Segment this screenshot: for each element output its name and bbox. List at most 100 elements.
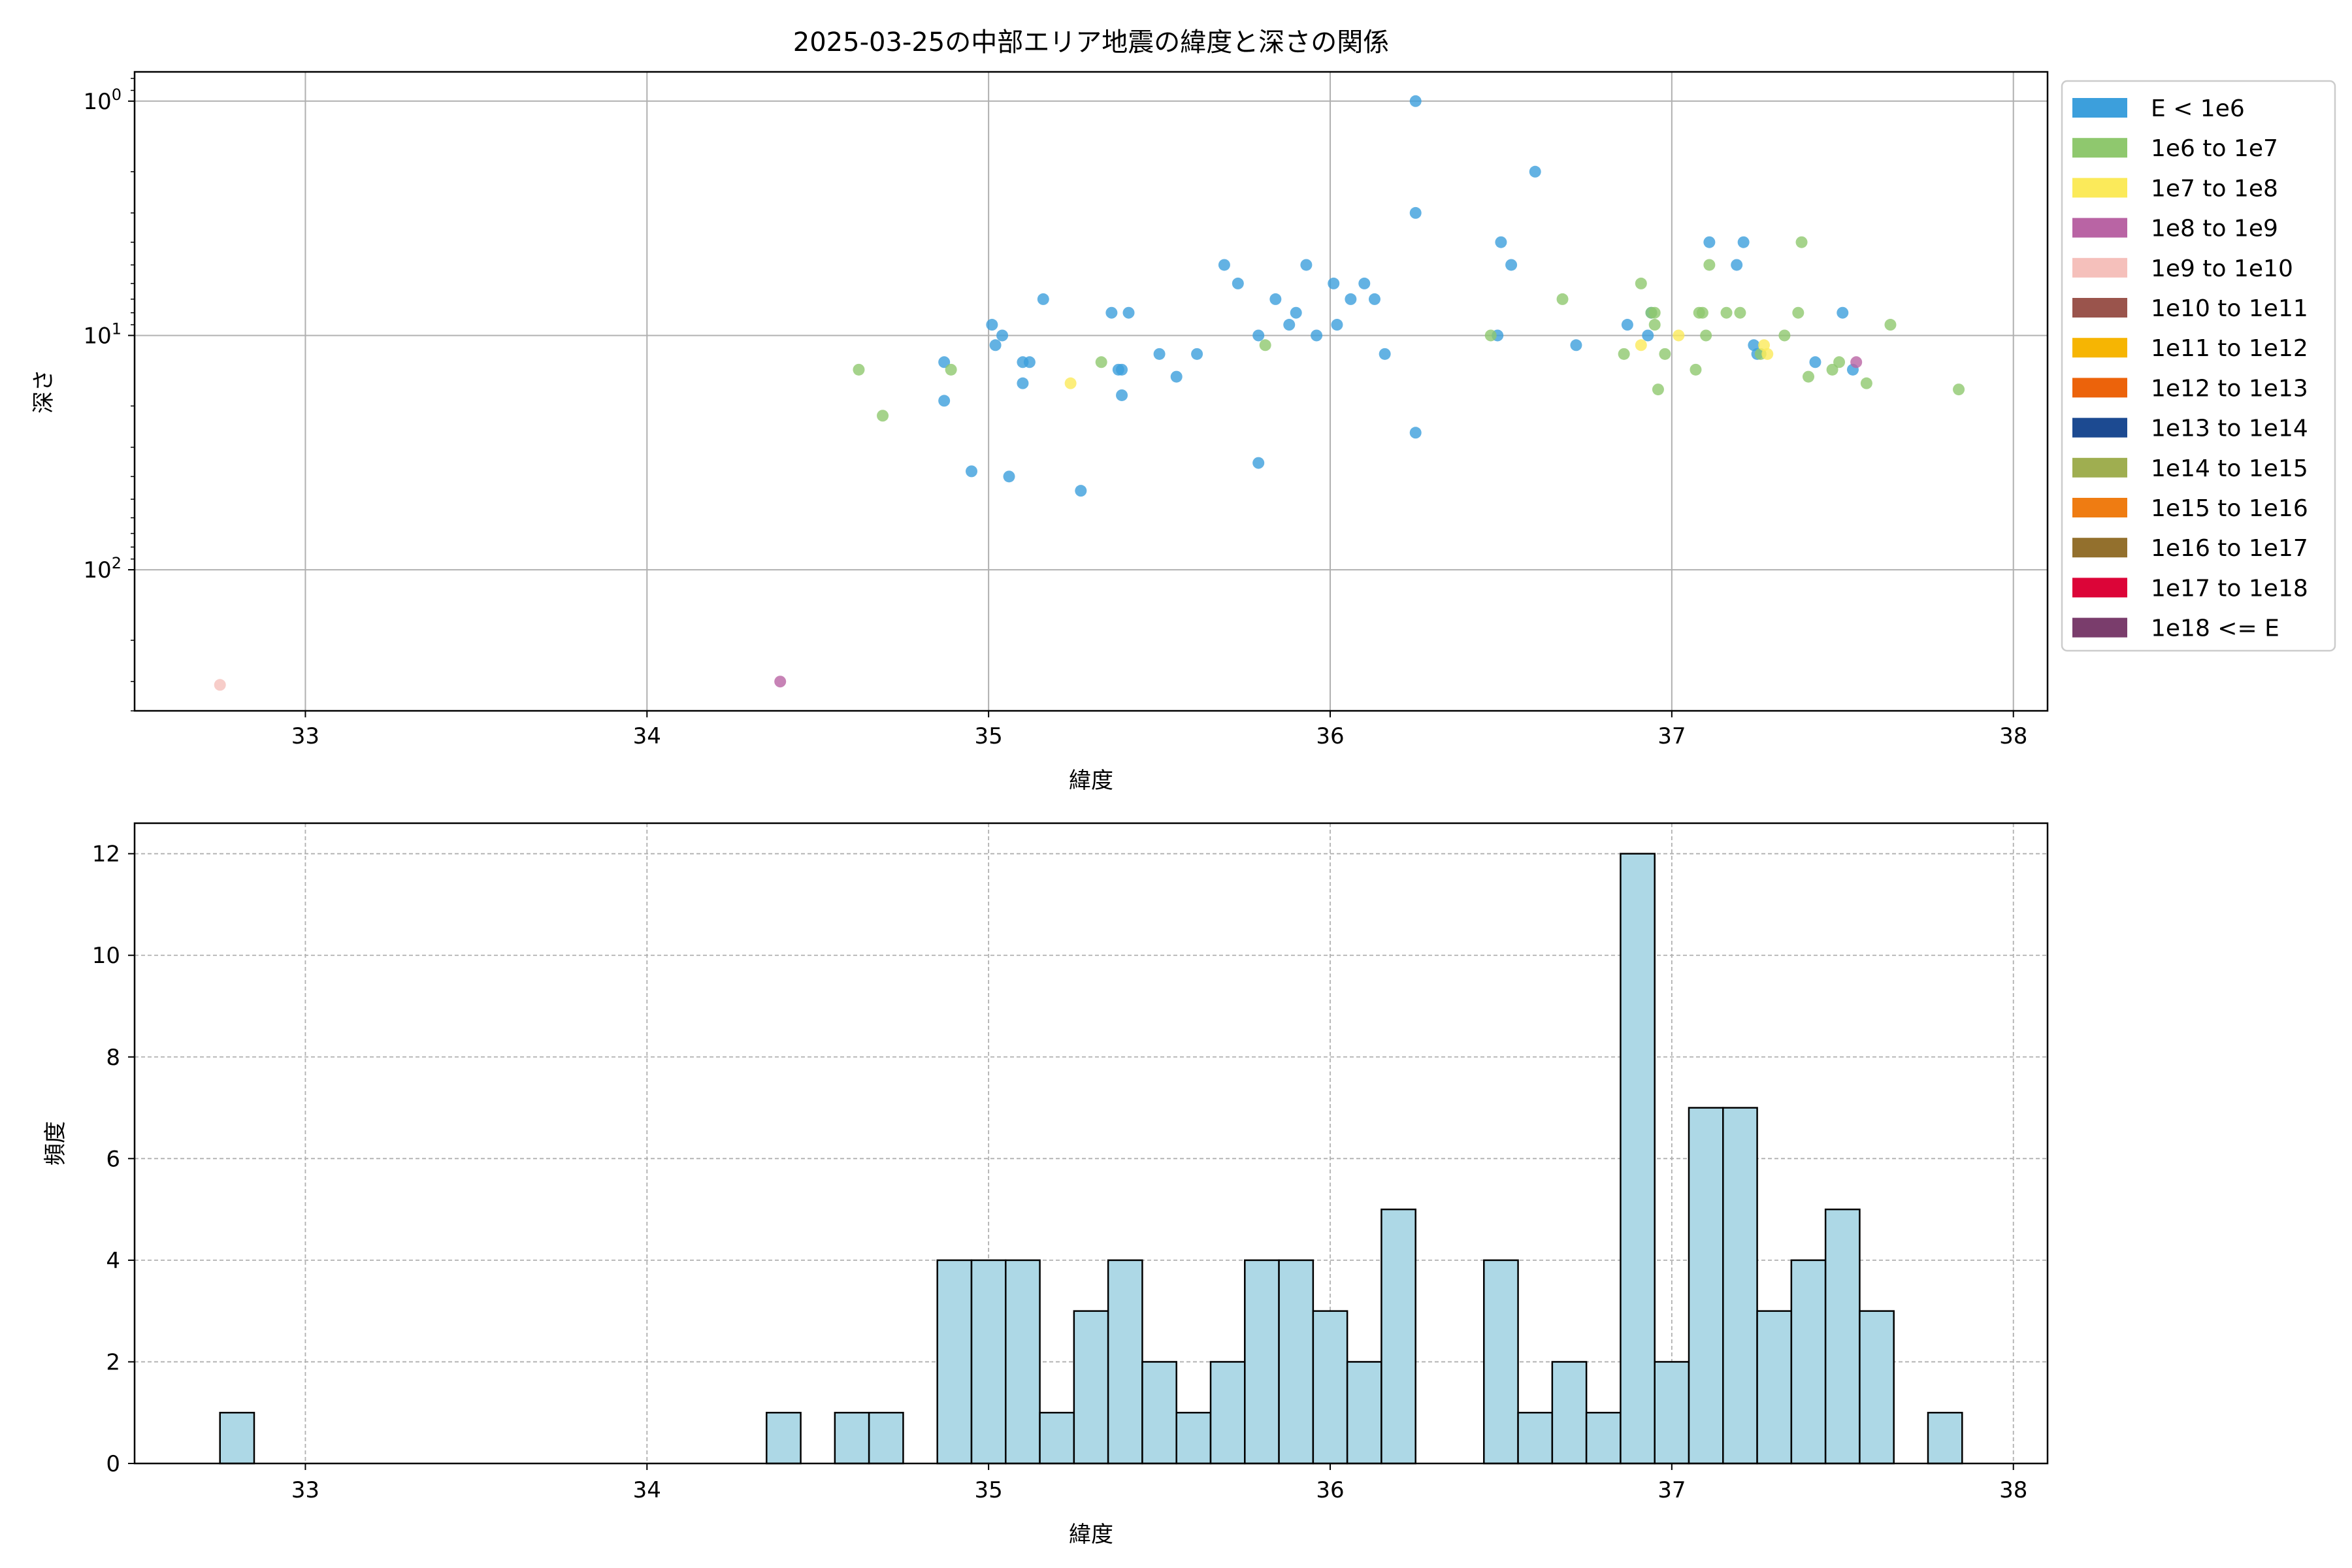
scatter-point — [1803, 370, 1814, 383]
legend: E < 1e6 1e6 to 1e7 1e7 to 1e8 1e8 to 1e9 1e9… — [2061, 80, 2336, 652]
scatter-point — [1734, 306, 1746, 319]
legend-swatch — [2072, 178, 2127, 198]
histogram-bar — [834, 1411, 870, 1465]
scatter-point — [1700, 329, 1712, 342]
histogram-bar — [1107, 1259, 1143, 1465]
histogram-bar — [1483, 1259, 1519, 1465]
scatter-point — [1003, 470, 1015, 483]
scatter-point — [1621, 319, 1633, 331]
histogram-bar — [1722, 1107, 1758, 1465]
scatter-y-ticks: 100 101 102 — [83, 78, 135, 711]
legend-swatch — [2072, 257, 2127, 278]
scatter-point — [1116, 389, 1128, 401]
legend-swatch — [2072, 378, 2127, 398]
scatter-frame — [133, 71, 2049, 712]
legend-label: 1e16 to 1e17 — [2151, 535, 2308, 562]
scatter-point — [1673, 329, 1685, 342]
scatter-point — [938, 395, 951, 407]
scatter-point — [1064, 377, 1077, 389]
scatter-x-tick-label: 34 — [633, 723, 661, 749]
scatter-point — [1153, 348, 1166, 360]
histogram-bar — [1688, 1107, 1724, 1465]
scatter-point — [853, 363, 865, 376]
scatter-x-ticks: 33 34 35 36 37 38 — [291, 711, 2027, 749]
scatter-point — [1570, 339, 1582, 351]
histogram-bar — [1824, 1208, 1861, 1465]
legend-swatch — [2072, 457, 2127, 478]
scatter-point — [1328, 277, 1340, 289]
scatter-point — [1761, 348, 1774, 360]
scatter-point — [1833, 356, 1846, 368]
histogram-bar — [1312, 1310, 1348, 1465]
scatter-point — [1652, 384, 1664, 396]
scatter-point — [1690, 363, 1702, 376]
histogram-bar — [1551, 1361, 1588, 1465]
histogram-x-tick-label: 33 — [291, 1477, 319, 1503]
scatter-point — [1105, 306, 1118, 319]
scatter-point — [1345, 293, 1357, 305]
scatter-point — [1409, 206, 1422, 219]
legend-label: 1e13 to 1e14 — [2151, 416, 2308, 442]
histogram-bar — [1654, 1361, 1690, 1465]
scatter-point — [1095, 356, 1107, 368]
legend-label: 1e9 to 1e10 — [2151, 255, 2293, 282]
legend-swatch — [2072, 298, 2127, 318]
histogram-y-tick-label: 4 — [106, 1248, 120, 1274]
histogram-bar — [1790, 1259, 1827, 1465]
histogram-bar — [1209, 1361, 1246, 1465]
legend-swatch — [2072, 338, 2127, 358]
histogram-y-ticks: 0 2 4 6 8 10 12 — [92, 841, 135, 1477]
scatter-point — [1409, 95, 1422, 107]
scatter-point — [989, 339, 1002, 351]
scatter-point — [966, 465, 977, 478]
histogram-bars — [219, 853, 1963, 1465]
scatter-x-tick-label: 38 — [1999, 723, 2027, 749]
histogram-x-tick-label: 35 — [975, 1477, 1003, 1503]
scatter-point — [986, 319, 998, 331]
scatter-y-tick-label: 100 — [83, 86, 122, 115]
scatter-point — [1778, 329, 1791, 342]
scatter-point — [1696, 306, 1708, 319]
scatter-point — [1737, 236, 1750, 248]
scatter-point — [1635, 339, 1647, 351]
scatter-point — [1953, 384, 1965, 396]
scatter-point — [1358, 277, 1371, 289]
histogram-bar — [1244, 1259, 1280, 1465]
scatter-point — [1731, 259, 1743, 271]
legend-label: 1e6 to 1e7 — [2151, 135, 2278, 162]
scatter-point — [1037, 293, 1049, 305]
scatter-y-label: 深さ — [31, 369, 57, 414]
scatter-point — [1311, 329, 1323, 342]
scatter-point — [1218, 259, 1230, 271]
legend-swatch — [2072, 538, 2127, 558]
scatter-point — [1618, 348, 1630, 360]
scatter-point — [1017, 377, 1029, 389]
scatter-point — [1703, 259, 1716, 271]
legend-items: E < 1e6 1e6 to 1e7 1e7 to 1e8 1e8 to 1e9 1e9… — [2072, 95, 2308, 642]
histogram-x-label: 緯度 — [1069, 1522, 1113, 1548]
scatter-chart: 33 34 35 36 37 38 100 101 102 緯度 深さ — [31, 71, 2049, 794]
scatter-point — [1023, 356, 1036, 368]
scatter-point — [938, 356, 951, 368]
scatter-point — [1703, 236, 1716, 248]
histogram-bar — [766, 1411, 802, 1465]
scatter-point — [1758, 339, 1771, 351]
histogram-bar — [1756, 1310, 1793, 1465]
scatter-point — [1795, 236, 1808, 248]
legend-swatch — [2072, 578, 2127, 598]
scatter-point — [1837, 306, 1849, 319]
legend-label: 1e18 <= E — [2151, 615, 2279, 642]
scatter-point — [1283, 319, 1296, 331]
histogram-x-tick-label: 36 — [1316, 1477, 1344, 1503]
histogram-y-tick-label: 10 — [92, 943, 120, 969]
scatter-point — [774, 676, 787, 688]
histogram-x-ticks: 33 34 35 36 37 38 — [291, 1463, 2027, 1503]
legend-swatch — [2072, 98, 2127, 118]
scatter-point — [1648, 319, 1661, 331]
scatter-point — [1642, 329, 1654, 342]
scatter-point — [1505, 259, 1518, 271]
histogram-bar — [1278, 1259, 1315, 1465]
scatter-point — [1495, 236, 1507, 248]
scatter-point — [1379, 348, 1391, 360]
scatter-point — [1850, 356, 1863, 368]
